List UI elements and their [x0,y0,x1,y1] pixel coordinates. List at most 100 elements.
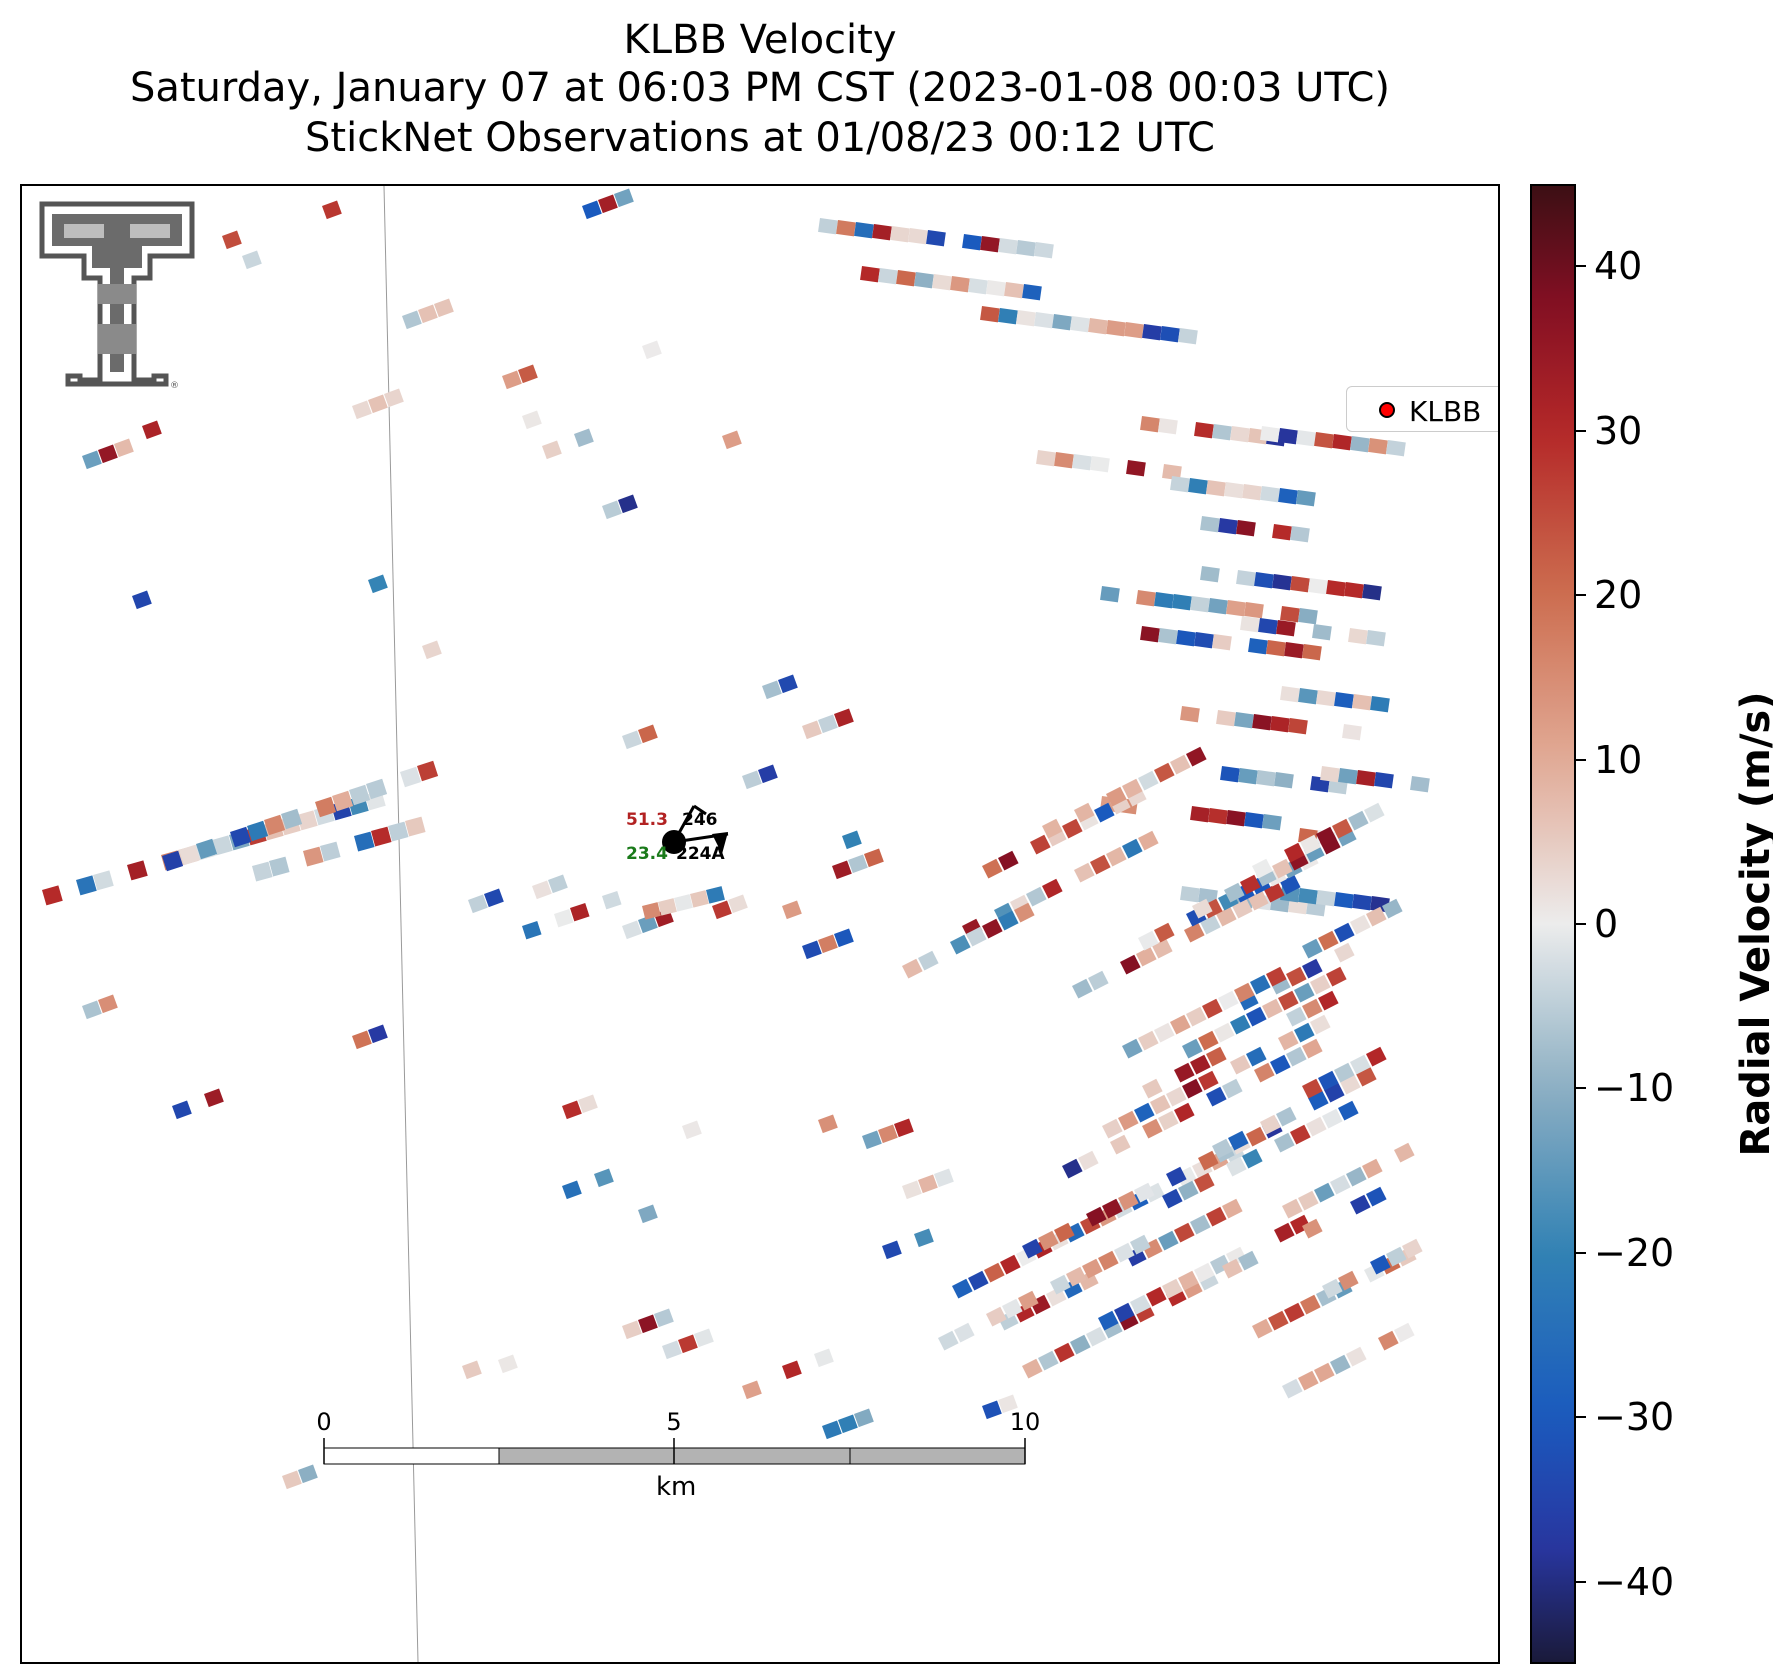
radar-gate [1252,1318,1273,1339]
radar-map[interactable]: ® 51.3 246 23.4 224A 0 5 10 km KLBB [20,184,1500,1664]
radar-gate [597,194,618,214]
radar-gate [757,764,778,784]
radar-gate [1256,769,1276,787]
radar-gate [1410,776,1430,793]
radar-gate [1253,1062,1275,1083]
radar-gate [642,340,662,360]
radar-gate [872,224,892,241]
radar-gate [405,816,426,837]
radar-gate [1102,1198,1123,1219]
radar-gate [1228,1130,1249,1151]
radar-gate [562,1100,582,1120]
radar-gate [741,770,762,790]
radar-gate [1065,1266,1087,1287]
radar-gate [602,500,622,520]
radar-gate [813,1348,834,1368]
radar-gate [1276,620,1296,637]
colorbar-tick-label: 20 [1594,573,1643,618]
radar-gate [1137,930,1159,951]
radar-gate [901,958,923,979]
radar-gate [1214,1022,1235,1043]
radar-gate [1365,1046,1387,1067]
radar-gate [854,1408,874,1428]
radar-gate [1234,982,1255,1003]
radar-gate [573,428,594,448]
radar-gate [1378,1330,1399,1351]
radar-gate [998,850,1019,871]
radar-gate [203,1088,224,1108]
radar-gate [1322,1108,1343,1129]
sticknet-station-246[interactable] [662,804,729,854]
radar-gate [1334,892,1354,909]
radar-gate [1142,324,1162,341]
radar-gate [1188,477,1208,495]
station-marker [662,830,686,854]
radar-gate [1177,1270,1199,1291]
radar-gate [1364,802,1385,823]
colorbar-tick [1576,1251,1586,1254]
radar-gate [1198,1030,1219,1051]
station-temperature: 51.3 [626,810,668,830]
radar-gate [1299,1294,1321,1315]
radar-gate [1306,1116,1327,1137]
colorbar-title: Radial Velocity (m/s) [1733,691,1773,1157]
radar-gate [1352,694,1372,711]
radar-gate [1190,806,1210,823]
radar-gate [1286,1006,1307,1027]
radar-gate [1034,241,1054,259]
radar-gate [1118,1110,1139,1131]
radar-gate [1137,770,1159,791]
radar-gate [1252,858,1273,879]
radar-gate [980,236,1000,253]
radar-gate [937,1330,959,1351]
radar-gate [320,841,341,862]
station-id-bottom: 224A [676,844,725,864]
radar-gate [97,444,118,464]
radar-gate [842,830,862,850]
radar-gate [1275,1106,1297,1127]
radar-gate [1158,417,1178,435]
radar-gate [1331,818,1353,839]
radar-gate [1192,898,1213,919]
radar-gate [1308,578,1328,595]
radar-gate [1153,922,1175,943]
radar-gate [1102,1118,1123,1139]
radar-gate [1248,637,1268,655]
radar-gate [1278,1030,1299,1051]
radar-gate [1296,490,1316,507]
radar-gate [1038,1230,1059,1251]
radar-gate [1133,1102,1155,1123]
radar-gate [1042,818,1063,839]
radar-gate [1174,1062,1195,1083]
scale-label-10: 10 [1009,1408,1041,1436]
radar-gate [354,831,375,852]
radar-gate [92,870,114,891]
radar-gate [1074,862,1095,883]
radar-gate [878,1124,898,1144]
radar-gate [1086,1206,1107,1227]
radar-gate [1290,1124,1311,1145]
radar-gate [1221,1078,1243,1099]
radar-gate [986,1306,1007,1327]
radar-gate [1333,1062,1355,1083]
radar-gate [1369,1254,1391,1275]
radar-gate [1138,830,1159,851]
radar-gate [1302,1218,1323,1239]
radar-gate [1136,946,1157,967]
radar-gate [531,880,552,900]
radar-gate [1041,878,1063,899]
radar-gate [1299,834,1321,855]
radar-gate [1129,1294,1151,1315]
radar-gate [303,846,324,867]
radar-gate [1170,476,1190,493]
radar-gate [1298,887,1318,905]
radar-gate [1302,644,1322,661]
radar-gate [468,894,488,914]
radar-gate [1365,1186,1387,1207]
radar-gate [1281,1198,1303,1219]
radar-gate [1314,431,1334,449]
radar-gate [1036,450,1056,467]
radar-gate [422,640,442,660]
radar-gate [1136,590,1156,607]
radar-gate [1329,1174,1351,1195]
